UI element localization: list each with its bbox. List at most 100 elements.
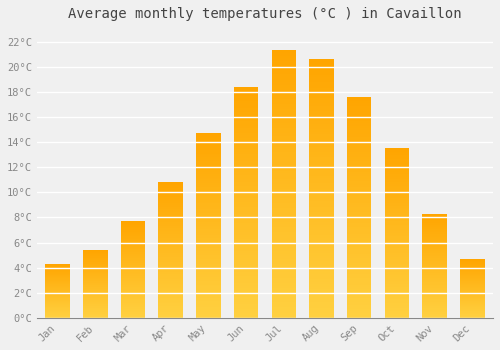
Bar bbox=[120, 307, 145, 308]
Bar bbox=[196, 167, 220, 168]
Bar bbox=[83, 303, 108, 304]
Bar bbox=[384, 189, 409, 191]
Bar bbox=[158, 285, 183, 287]
Bar bbox=[384, 199, 409, 201]
Bar bbox=[120, 238, 145, 239]
Bar bbox=[422, 314, 447, 315]
Bar bbox=[46, 267, 70, 268]
Bar bbox=[422, 253, 447, 254]
Bar bbox=[309, 124, 334, 126]
Bar bbox=[120, 261, 145, 262]
Bar bbox=[196, 281, 220, 283]
Bar bbox=[196, 235, 220, 237]
Bar bbox=[158, 299, 183, 300]
Bar bbox=[272, 291, 296, 294]
Bar bbox=[460, 272, 484, 273]
Bar bbox=[422, 278, 447, 279]
Bar bbox=[196, 154, 220, 155]
Bar bbox=[196, 148, 220, 150]
Bar bbox=[158, 197, 183, 198]
Bar bbox=[196, 242, 220, 244]
Bar bbox=[422, 316, 447, 317]
Bar bbox=[309, 106, 334, 108]
Bar bbox=[309, 300, 334, 302]
Bar bbox=[120, 289, 145, 290]
Bar bbox=[83, 291, 108, 292]
Bar bbox=[272, 304, 296, 307]
Bar bbox=[347, 227, 372, 230]
Bar bbox=[460, 306, 484, 307]
Bar bbox=[46, 270, 70, 271]
Bar bbox=[422, 250, 447, 251]
Bar bbox=[120, 253, 145, 254]
Bar bbox=[196, 218, 220, 220]
Bar bbox=[422, 300, 447, 301]
Bar bbox=[460, 263, 484, 264]
Bar bbox=[272, 80, 296, 83]
Bar bbox=[158, 242, 183, 243]
Bar bbox=[158, 249, 183, 250]
Bar bbox=[120, 310, 145, 311]
Bar bbox=[384, 186, 409, 187]
Bar bbox=[422, 285, 447, 286]
Bar bbox=[120, 262, 145, 263]
Bar bbox=[46, 312, 70, 313]
Bar bbox=[272, 243, 296, 246]
Bar bbox=[272, 66, 296, 69]
Bar bbox=[272, 96, 296, 99]
Bar bbox=[384, 272, 409, 274]
Bar bbox=[196, 177, 220, 180]
Bar bbox=[196, 298, 220, 299]
Bar bbox=[120, 257, 145, 258]
Bar bbox=[196, 287, 220, 288]
Bar bbox=[272, 256, 296, 259]
Bar bbox=[384, 299, 409, 301]
Bar bbox=[422, 247, 447, 248]
Bar bbox=[196, 176, 220, 177]
Bar bbox=[234, 218, 258, 221]
Bar bbox=[422, 315, 447, 316]
Bar bbox=[234, 135, 258, 138]
Bar bbox=[158, 214, 183, 215]
Bar bbox=[46, 281, 70, 282]
Bar bbox=[234, 121, 258, 124]
Bar bbox=[234, 165, 258, 168]
Bar bbox=[234, 316, 258, 318]
Bar bbox=[460, 281, 484, 282]
Bar bbox=[234, 253, 258, 255]
Bar bbox=[120, 276, 145, 277]
Bar bbox=[83, 252, 108, 253]
Bar bbox=[384, 174, 409, 175]
Bar bbox=[422, 269, 447, 270]
Bar bbox=[158, 313, 183, 314]
Bar bbox=[309, 64, 334, 67]
Bar bbox=[46, 294, 70, 295]
Bar bbox=[384, 172, 409, 174]
Bar bbox=[83, 284, 108, 285]
Bar bbox=[234, 175, 258, 177]
Bar bbox=[234, 205, 258, 207]
Bar bbox=[309, 245, 334, 248]
Bar bbox=[309, 284, 334, 287]
Bar bbox=[234, 128, 258, 131]
Bar bbox=[120, 244, 145, 245]
Bar bbox=[384, 191, 409, 192]
Bar bbox=[120, 282, 145, 283]
Bar bbox=[234, 191, 258, 193]
Bar bbox=[309, 88, 334, 90]
Bar bbox=[347, 216, 372, 218]
Bar bbox=[234, 193, 258, 195]
Bar bbox=[234, 152, 258, 154]
Bar bbox=[460, 285, 484, 286]
Bar bbox=[272, 203, 296, 205]
Bar bbox=[347, 272, 372, 274]
Bar bbox=[347, 316, 372, 318]
Bar bbox=[460, 292, 484, 293]
Bar bbox=[196, 296, 220, 298]
Bar bbox=[309, 196, 334, 199]
Bar bbox=[83, 304, 108, 305]
Bar bbox=[234, 290, 258, 293]
Bar bbox=[196, 185, 220, 187]
Bar bbox=[347, 252, 372, 254]
Bar bbox=[347, 185, 372, 188]
